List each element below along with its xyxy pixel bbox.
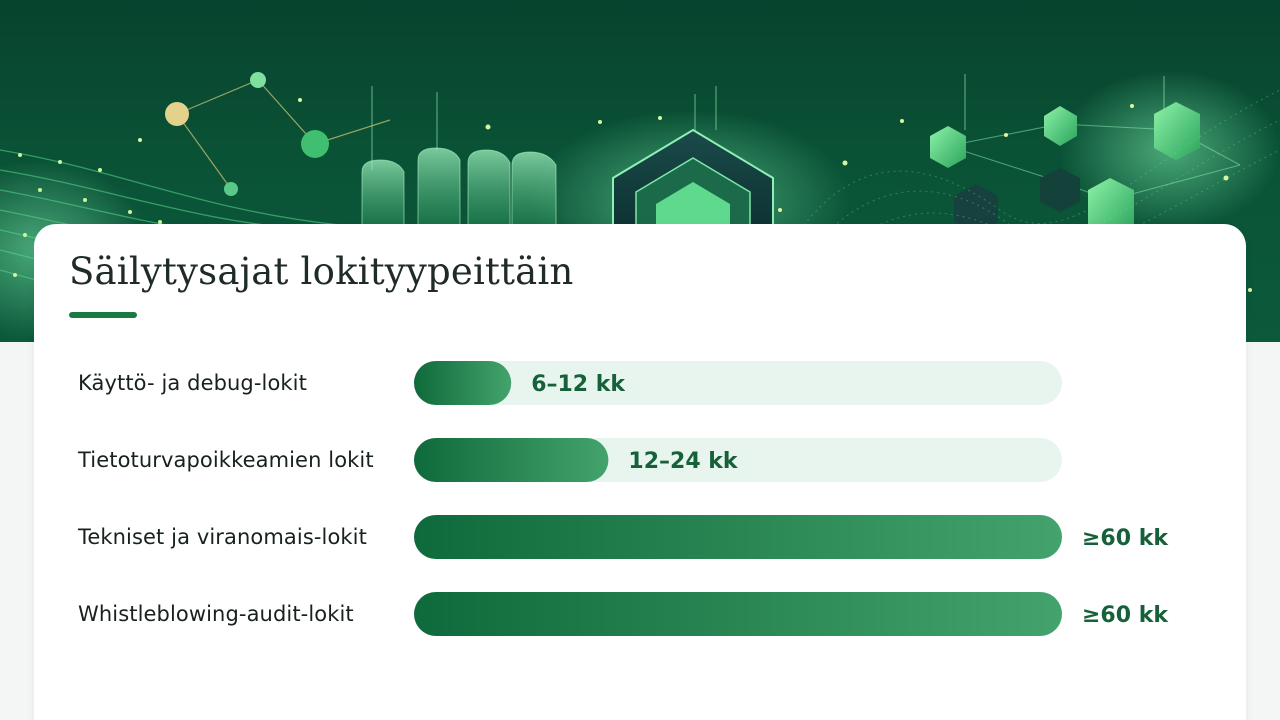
category-label: Tietoturvapoikkeamien lokit [78, 448, 374, 472]
bar [414, 438, 609, 482]
slide-title: Säilytysajat lokityypeittäin [69, 250, 574, 293]
bar-track [414, 361, 1062, 405]
retention-bar-chart: 6–12 kk 12–24 kk ≥60 kk ≥60 kk [414, 361, 1169, 636]
value-label: ≥60 kk [1082, 526, 1169, 551]
value-label: ≥60 kk [1082, 603, 1169, 628]
bar [414, 361, 512, 405]
value-label: 12–24 kk [628, 449, 739, 474]
bar [414, 592, 1062, 636]
category-label: Tekniset ja viranomais-lokit [78, 525, 367, 549]
value-label: 6–12 kk [531, 372, 626, 397]
category-label: Käyttö- ja debug-lokit [78, 371, 307, 395]
title-underline-accent [69, 312, 137, 318]
content-card: Säilytysajat lokityypeittäin 6–12 kk 12–2… [34, 224, 1246, 720]
bar [414, 515, 1062, 559]
category-label: Whistleblowing-audit-lokit [78, 602, 354, 626]
